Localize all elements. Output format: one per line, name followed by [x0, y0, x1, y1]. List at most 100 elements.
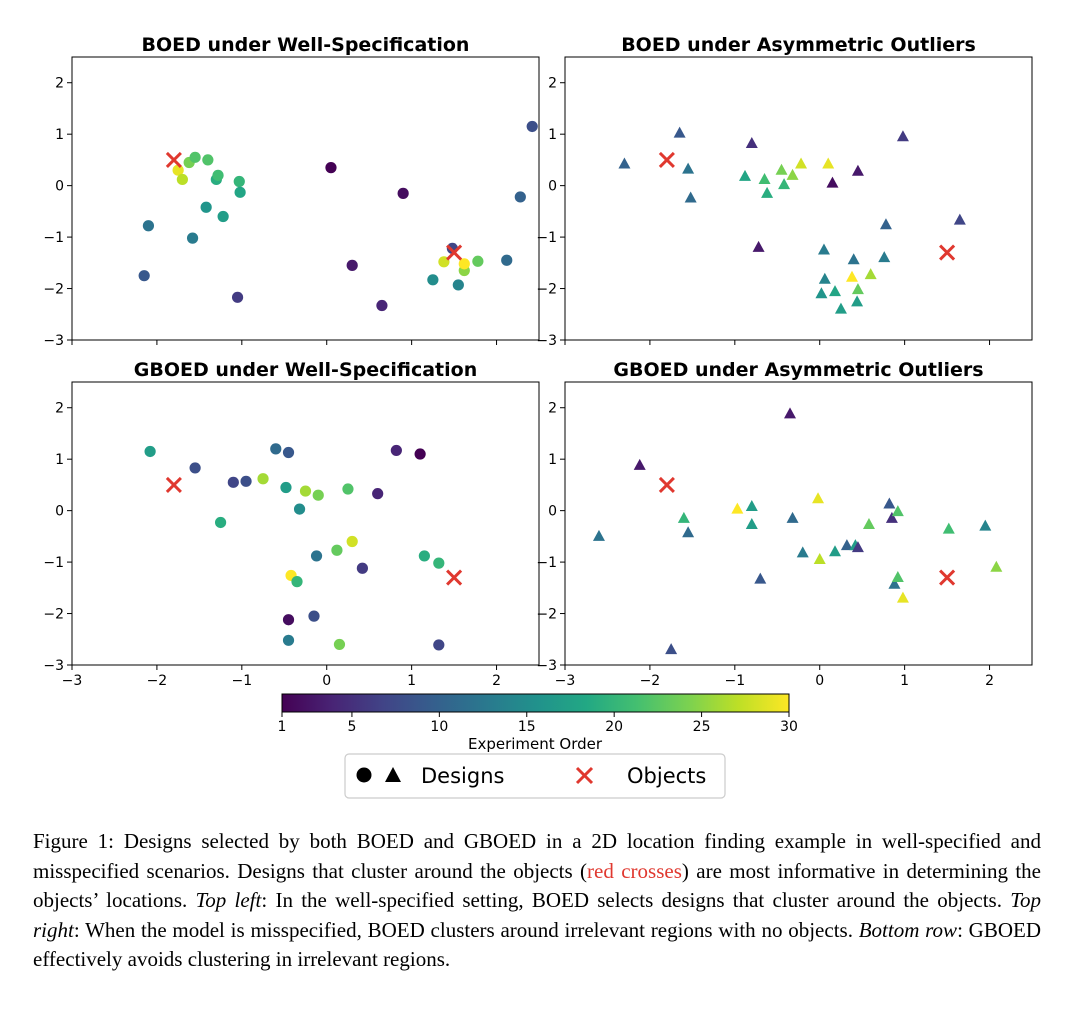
design-point	[761, 186, 774, 198]
design-point	[342, 483, 354, 495]
design-point	[731, 502, 744, 514]
design-point	[325, 162, 337, 174]
design-point	[331, 544, 343, 556]
y-tick-label: −2	[536, 282, 557, 298]
y-tick-label: −2	[43, 282, 64, 298]
legend-frame	[344, 753, 726, 799]
design-point	[896, 130, 909, 142]
y-tick-label: 1	[548, 452, 557, 468]
plot-frame	[71, 381, 540, 666]
design-point	[293, 503, 306, 515]
x-tick-label: −2	[640, 673, 661, 689]
design-point	[739, 169, 752, 181]
caption-text-1: Designs selected by both BOED and GBOED …	[33, 829, 1041, 883]
caption-red-crosses-link[interactable]: red crosses	[587, 858, 682, 883]
design-point	[257, 473, 269, 485]
colorbar-tick-label: 30	[780, 719, 798, 735]
plot-frame	[564, 381, 1033, 666]
design-point	[234, 186, 246, 198]
design-point	[682, 526, 695, 538]
y-tick-label: 2	[548, 76, 557, 92]
design-point	[682, 162, 695, 174]
colorbar-tick-label: 25	[693, 719, 711, 735]
y-tick-label: −3	[536, 333, 557, 349]
design-point	[618, 157, 631, 169]
design-point	[826, 176, 839, 188]
y-tick-label: 2	[55, 76, 64, 92]
design-point	[745, 518, 758, 530]
design-point	[299, 485, 312, 497]
design-point	[896, 591, 909, 603]
x-tick-label: −3	[62, 673, 83, 689]
design-point	[356, 562, 368, 574]
caption-top-right-text: : When the model is misspecified, BOED c…	[73, 917, 859, 942]
design-point	[834, 302, 847, 314]
plot-frame	[564, 56, 1033, 341]
x-tick-label: −2	[147, 673, 168, 689]
design-point	[376, 299, 388, 312]
design-point	[176, 173, 188, 186]
x-tick-label: 0	[322, 673, 331, 689]
design-point	[754, 572, 767, 584]
design-point	[851, 295, 864, 307]
design-point	[840, 539, 853, 551]
design-point	[817, 243, 830, 255]
design-point	[138, 270, 150, 282]
caption-text-2: ) are most informative in determining th…	[33, 858, 1041, 913]
design-point	[847, 253, 860, 265]
design-point	[775, 163, 788, 175]
y-tick-label: −1	[536, 555, 557, 571]
y-tick-label: 0	[55, 179, 64, 195]
colorbar-tick-label: 5	[347, 719, 356, 735]
y-tick-label: −2	[536, 607, 557, 623]
design-point	[815, 287, 828, 299]
x-tick-label: 2	[492, 673, 501, 689]
y-tick-label: 2	[55, 401, 64, 417]
design-point	[745, 500, 758, 512]
design-point	[186, 232, 199, 244]
caption-bottom-row-label: Bottom row	[858, 917, 958, 942]
design-point	[452, 279, 464, 291]
object-cross	[658, 151, 675, 168]
design-point	[633, 458, 646, 470]
design-point	[212, 169, 224, 181]
figure: BOED under Well-Specification−3−2−1012BO…	[43, 34, 1033, 799]
design-point	[786, 511, 799, 523]
design-point	[829, 545, 842, 557]
design-point	[758, 172, 771, 184]
colorbar-label: Experiment Order	[468, 735, 603, 753]
design-point	[433, 557, 445, 569]
design-point	[795, 157, 808, 169]
y-tick-label: −3	[43, 333, 64, 349]
y-tick-label: 2	[548, 401, 557, 417]
design-point	[433, 639, 445, 651]
design-point	[813, 553, 826, 565]
x-tick-label: 0	[815, 673, 824, 689]
design-point	[851, 283, 864, 295]
panel-title: BOED under Asymmetric Outliers	[621, 34, 976, 56]
design-point	[346, 259, 358, 271]
y-tick-label: 0	[548, 179, 557, 195]
design-point	[231, 291, 244, 303]
caption-top-left-text: : In the well-specified setting, BOED se…	[261, 888, 1011, 912]
design-point	[189, 462, 201, 474]
design-point	[883, 497, 896, 509]
y-tick-label: −1	[43, 555, 64, 571]
design-point	[526, 120, 538, 133]
design-point	[142, 220, 155, 232]
design-point	[862, 518, 875, 530]
design-point	[427, 274, 439, 286]
figure-caption: Figure 1: Designs selected by both BOED …	[33, 827, 1041, 975]
panel-4: GBOED under Asymmetric Outliers −3 −2 −1 0 1 2…	[536, 359, 1033, 689]
design-point	[282, 634, 295, 646]
design-point	[333, 638, 346, 651]
plot-frame	[71, 56, 540, 341]
legend-objects-label: Objects	[627, 764, 706, 788]
design-point	[240, 475, 252, 487]
design-point	[784, 407, 797, 419]
design-point	[202, 154, 214, 166]
design-point	[786, 168, 799, 180]
design-point	[270, 443, 282, 455]
design-point	[953, 213, 966, 225]
legend-cross-marker	[575, 766, 594, 785]
